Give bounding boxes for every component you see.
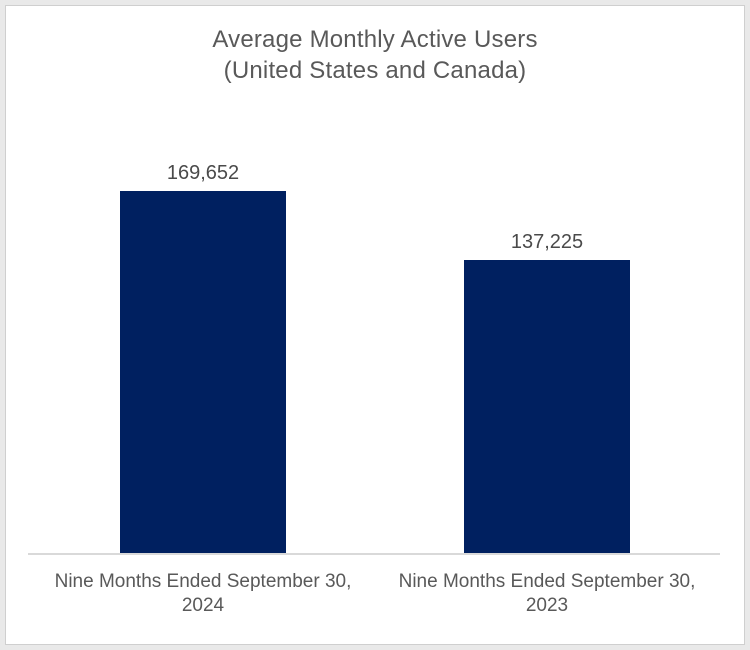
bar-2023 <box>464 260 630 553</box>
bar-2024 <box>120 191 286 553</box>
category-label-2023: Nine Months Ended September 30, 2023 <box>398 571 696 616</box>
category-label-2024: Nine Months Ended September 30, 2024 <box>54 571 352 616</box>
x-axis-line <box>28 553 720 555</box>
chart-title-block: Average Monthly Active Users (United Sta… <box>0 24 750 86</box>
data-label-2023: 137,225 <box>510 231 584 253</box>
chart-subtitle: (United States and Canada) <box>223 57 527 84</box>
data-label-2024: 169,652 <box>166 162 240 184</box>
chart-title: Average Monthly Active Users <box>212 26 538 53</box>
